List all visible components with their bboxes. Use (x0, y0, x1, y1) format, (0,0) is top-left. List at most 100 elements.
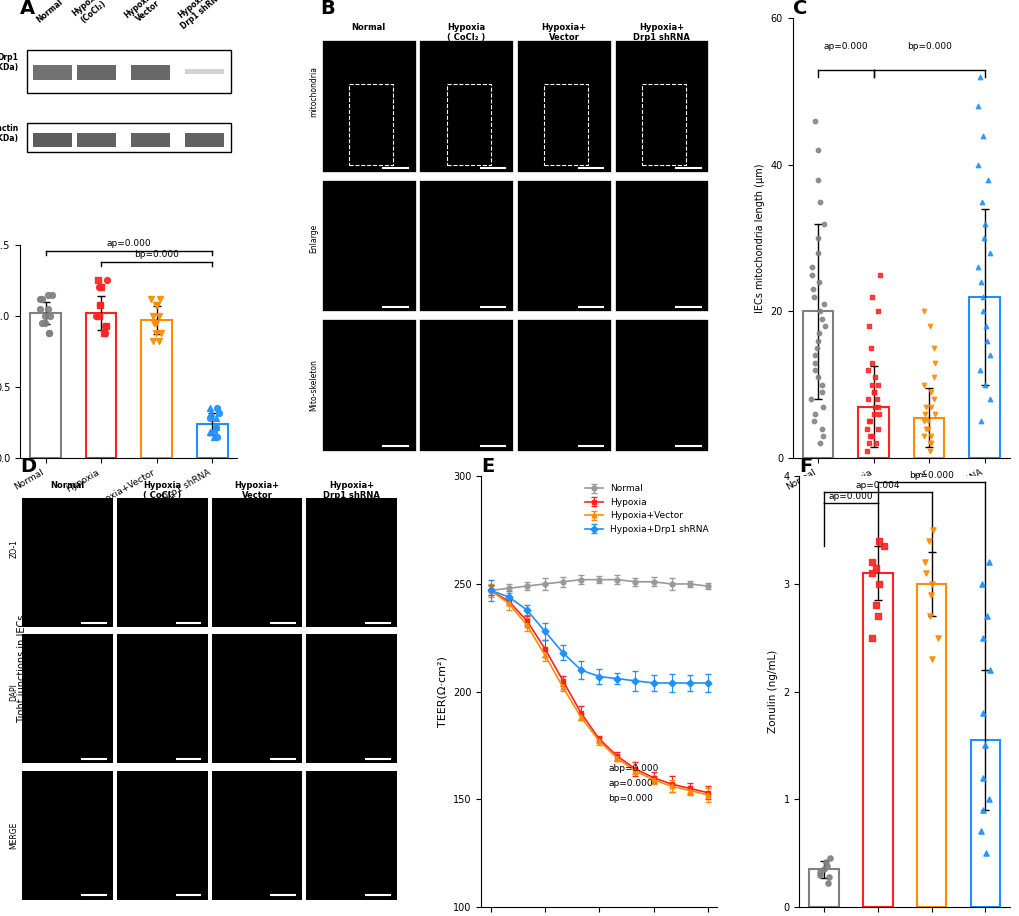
Text: A: A (20, 0, 36, 18)
Point (917, 399, 933, 414)
Point (922, 436, 938, 451)
Bar (321, 40, 415, 172)
Bar (968, 297, 999, 458)
Point (922, 652, 938, 667)
Point (919, 421, 935, 436)
Bar (614, 319, 708, 451)
Bar (544, 84, 588, 165)
Bar (419, 40, 513, 172)
Bar (185, 133, 224, 147)
Point (42, 309, 58, 323)
Bar (808, 869, 838, 907)
Point (813, 385, 829, 399)
Point (863, 429, 879, 443)
Point (976, 319, 993, 333)
Point (921, 443, 937, 458)
Point (40, 288, 56, 302)
Point (808, 341, 824, 355)
Bar (517, 180, 610, 311)
Point (811, 194, 827, 209)
Point (90, 273, 106, 288)
Point (810, 275, 826, 289)
Text: MERGE: MERGE (9, 822, 18, 849)
Point (974, 630, 990, 645)
Text: Hypoxia+
Drp1 shRNA: Hypoxia+ Drp1 shRNA (172, 0, 224, 31)
Point (34, 316, 50, 331)
Text: bp=0.000: bp=0.000 (135, 250, 179, 259)
Point (802, 392, 818, 407)
Point (923, 523, 940, 538)
Text: Hypoxia
(CoCl₂): Hypoxia (CoCl₂) (70, 0, 110, 26)
Point (809, 333, 825, 348)
Point (206, 430, 222, 444)
Text: ap=0.000: ap=0.000 (607, 780, 652, 789)
Point (922, 429, 938, 443)
Text: D: D (20, 457, 37, 476)
Point (858, 421, 874, 436)
Text: Normal: Normal (51, 481, 85, 490)
Point (149, 297, 165, 311)
Point (808, 231, 824, 245)
Text: bp=0.000: bp=0.000 (607, 794, 652, 803)
Point (145, 334, 161, 349)
Point (976, 377, 993, 392)
Point (865, 407, 881, 421)
Point (925, 341, 942, 355)
Text: ZO-1: ZO-1 (9, 539, 18, 558)
Point (977, 333, 994, 348)
Point (97, 325, 113, 340)
Point (866, 598, 882, 613)
Point (860, 436, 876, 451)
Bar (857, 407, 888, 458)
Point (98, 319, 114, 333)
Point (862, 341, 878, 355)
Point (150, 309, 166, 323)
Point (88, 309, 104, 323)
Point (863, 630, 879, 645)
Point (860, 414, 876, 429)
Bar (26, 123, 230, 151)
Bar (185, 70, 224, 74)
Point (208, 420, 224, 434)
Point (208, 430, 224, 444)
Point (925, 392, 942, 407)
Point (980, 663, 997, 678)
Point (971, 363, 987, 377)
Point (915, 377, 931, 392)
Text: Hypoxia
( CoCl₂ ): Hypoxia ( CoCl₂ ) (446, 23, 485, 42)
Point (37, 316, 53, 331)
Text: Hypoxia+
Drp1 shRNA: Hypoxia+ Drp1 shRNA (633, 23, 689, 42)
Point (860, 319, 876, 333)
Bar (321, 180, 415, 311)
Point (980, 555, 997, 570)
Point (813, 377, 829, 392)
Point (868, 392, 884, 407)
Y-axis label: Zonulin (ng/mL): Zonulin (ng/mL) (767, 650, 777, 733)
Point (974, 705, 990, 720)
Point (44, 288, 60, 302)
Bar (446, 84, 490, 165)
Point (915, 429, 931, 443)
Text: Enlarge: Enlarge (309, 224, 318, 253)
Point (806, 348, 822, 363)
Point (815, 297, 832, 311)
Y-axis label: IECs mitochondria length (μm): IECs mitochondria length (μm) (754, 163, 764, 313)
Bar (34, 133, 72, 147)
Bar (86, 313, 116, 458)
Bar (130, 64, 170, 81)
Point (863, 555, 879, 570)
Point (869, 421, 886, 436)
Point (863, 377, 879, 392)
Bar (419, 319, 513, 451)
Point (806, 407, 822, 421)
Text: C: C (792, 0, 806, 18)
Text: Hypoxia+
Vector: Hypoxia+ Vector (122, 0, 166, 28)
Point (97, 319, 113, 333)
Point (870, 533, 887, 548)
Text: Normal: Normal (352, 23, 385, 32)
Point (99, 273, 115, 288)
Text: Hypoxia+
Vector: Hypoxia+ Vector (234, 481, 279, 500)
Point (865, 385, 881, 399)
Point (863, 566, 879, 581)
Text: E: E (481, 457, 494, 476)
